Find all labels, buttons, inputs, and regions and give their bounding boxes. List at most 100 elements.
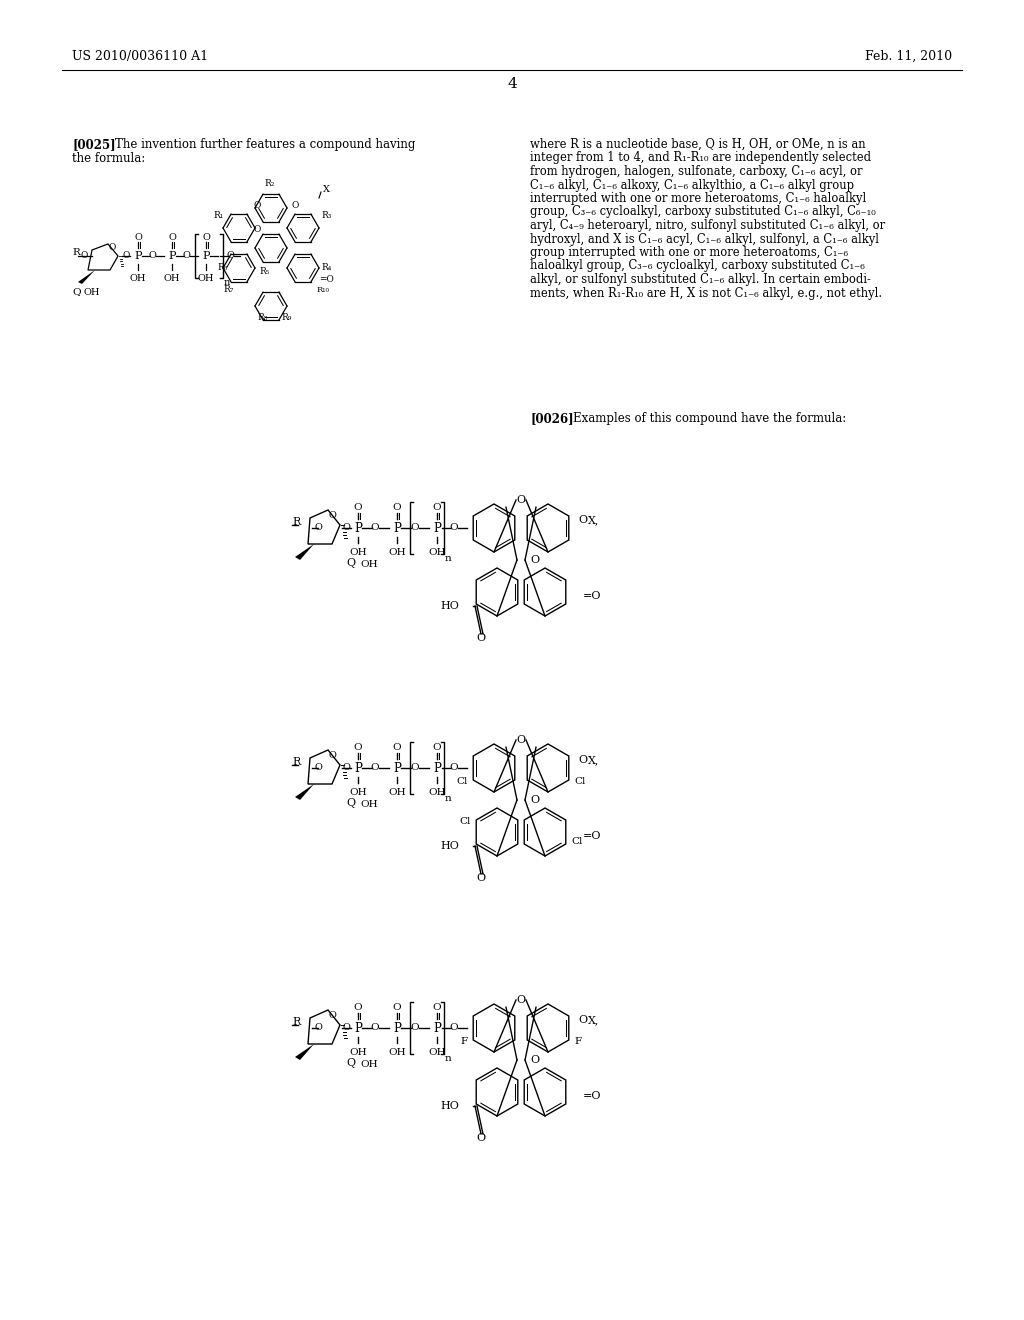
- Text: the formula:: the formula:: [72, 152, 145, 165]
- Text: O: O: [476, 634, 485, 643]
- Text: P: P: [393, 762, 401, 775]
- Text: P: P: [354, 521, 361, 535]
- Text: [0025]: [0025]: [72, 139, 116, 150]
- Text: O: O: [450, 763, 459, 772]
- Text: R₂: R₂: [265, 180, 275, 187]
- Text: O: O: [530, 795, 540, 805]
- Text: aryl, C₄₋₉ heteroaryl, nitro, sulfonyl substituted C₁₋₆ alkyl, or: aryl, C₄₋₉ heteroaryl, nitro, sulfonyl s…: [530, 219, 885, 232]
- Text: O: O: [516, 995, 525, 1005]
- Text: O: O: [530, 554, 540, 565]
- Text: n: n: [224, 279, 230, 286]
- Text: P: P: [433, 521, 441, 535]
- Text: hydroxyl, and X is C₁₋₆ acyl, C₁₋₆ alkyl, sulfonyl, a C₁₋₆ alkyl: hydroxyl, and X is C₁₋₆ acyl, C₁₋₆ alkyl…: [530, 232, 879, 246]
- Polygon shape: [78, 271, 95, 284]
- Text: from hydrogen, halogen, sulfonate, carboxy, C₁₋₆ acyl, or: from hydrogen, halogen, sulfonate, carbo…: [530, 165, 862, 178]
- Text: P: P: [393, 1022, 401, 1035]
- Text: R: R: [292, 756, 300, 767]
- Text: O: O: [433, 1003, 441, 1012]
- Text: O: O: [516, 735, 525, 744]
- Text: n: n: [445, 1053, 452, 1063]
- Text: OH: OH: [130, 275, 146, 282]
- Text: O: O: [314, 1023, 322, 1032]
- Text: O: O: [411, 763, 419, 772]
- Text: where R is a nucleotide base, Q is H, OH, or OMe, n is an: where R is a nucleotide base, Q is H, OH…: [530, 139, 865, 150]
- Text: P: P: [433, 762, 441, 775]
- Text: O: O: [450, 524, 459, 532]
- Text: Cl: Cl: [457, 777, 468, 785]
- Text: =O: =O: [583, 1092, 601, 1101]
- Text: OH: OH: [428, 1048, 445, 1057]
- Text: R₈: R₈: [257, 313, 267, 322]
- Text: R₆: R₆: [217, 263, 227, 272]
- Text: O: O: [314, 524, 322, 532]
- Text: O: O: [392, 1003, 401, 1012]
- Text: P: P: [354, 1022, 361, 1035]
- Text: OH: OH: [164, 275, 180, 282]
- Text: R₉: R₉: [281, 313, 292, 322]
- Text: F: F: [461, 1038, 468, 1045]
- Text: Q: Q: [346, 1059, 355, 1068]
- Text: P: P: [134, 251, 141, 261]
- Text: O: O: [291, 202, 299, 210]
- Text: O: O: [530, 1055, 540, 1065]
- Text: The invention further features a compound having: The invention further features a compoun…: [115, 139, 416, 150]
- Text: O: O: [342, 763, 350, 772]
- Text: O: O: [80, 252, 88, 260]
- Text: P: P: [203, 251, 210, 261]
- Text: P: P: [433, 1022, 441, 1035]
- Text: group interrupted with one or more heteroatoms, C₁₋₆: group interrupted with one or more heter…: [530, 246, 848, 259]
- Text: n: n: [445, 795, 452, 803]
- Text: O: O: [353, 503, 362, 512]
- Text: Feb. 11, 2010: Feb. 11, 2010: [865, 50, 952, 63]
- Text: haloalkyl group, C₃₋₆ cycloalkyl, carboxy substituted C₁₋₆: haloalkyl group, C₃₋₆ cycloalkyl, carbox…: [530, 260, 865, 272]
- Text: O: O: [578, 755, 587, 766]
- Text: Cl: Cl: [574, 777, 586, 785]
- Text: O: O: [182, 252, 189, 260]
- Text: integer from 1 to 4, and R₁-R₁₀ are independently selected: integer from 1 to 4, and R₁-R₁₀ are inde…: [530, 152, 871, 165]
- Text: O: O: [353, 743, 362, 752]
- Text: Examples of this compound have the formula:: Examples of this compound have the formu…: [573, 412, 846, 425]
- Text: O: O: [109, 243, 116, 252]
- Text: US 2010/0036110 A1: US 2010/0036110 A1: [72, 50, 208, 63]
- Text: P: P: [168, 251, 176, 261]
- Text: R₃: R₃: [321, 211, 332, 220]
- Text: O: O: [411, 1023, 419, 1032]
- Text: R₄: R₄: [321, 263, 332, 272]
- Text: O: O: [433, 503, 441, 512]
- Text: X,: X,: [588, 515, 599, 525]
- Text: O: O: [202, 234, 210, 243]
- Text: 4: 4: [507, 77, 517, 91]
- Text: O: O: [411, 524, 419, 532]
- Text: O: O: [578, 1015, 587, 1026]
- Text: O: O: [516, 495, 525, 506]
- Text: OH: OH: [84, 288, 100, 297]
- Text: R: R: [292, 1016, 300, 1027]
- Text: =O: =O: [583, 832, 601, 841]
- Text: Q: Q: [72, 286, 81, 296]
- Text: P: P: [393, 521, 401, 535]
- Text: OH: OH: [360, 560, 378, 569]
- Text: Cl: Cl: [571, 837, 583, 846]
- Text: OH: OH: [388, 1048, 406, 1057]
- Text: OH: OH: [198, 275, 214, 282]
- Text: F: F: [574, 1038, 582, 1045]
- Text: O: O: [226, 252, 233, 260]
- Text: OH: OH: [349, 548, 367, 557]
- Text: O: O: [328, 1011, 336, 1020]
- Text: O: O: [328, 751, 336, 760]
- Text: OH: OH: [388, 788, 406, 797]
- Text: O: O: [148, 252, 156, 260]
- Text: =O: =O: [583, 591, 601, 601]
- Text: OH: OH: [349, 788, 367, 797]
- Text: O: O: [328, 511, 336, 520]
- Text: Cl: Cl: [460, 817, 471, 826]
- Text: O: O: [253, 226, 261, 235]
- Text: OH: OH: [360, 800, 378, 809]
- Text: R: R: [72, 248, 80, 257]
- Text: O: O: [392, 503, 401, 512]
- Text: Q: Q: [346, 558, 355, 568]
- Text: O: O: [134, 234, 142, 243]
- Text: R₁₀: R₁₀: [317, 286, 330, 294]
- Text: O: O: [433, 743, 441, 752]
- Text: O: O: [168, 234, 176, 243]
